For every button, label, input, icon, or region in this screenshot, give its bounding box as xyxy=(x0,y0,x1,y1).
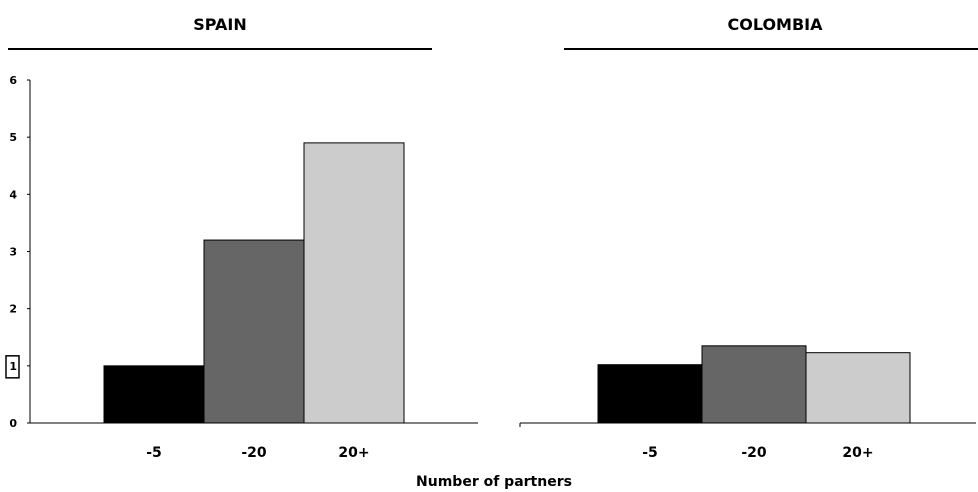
spain-bar-1 xyxy=(103,365,205,424)
x-axis-title: Number of partners xyxy=(416,474,572,490)
colombia-category-labels: -5 -20 20+ xyxy=(642,445,873,461)
category-label: -20 xyxy=(741,445,767,461)
y-tick-label: 6 xyxy=(9,74,17,87)
spain-title: SPAIN xyxy=(193,15,247,34)
y-tick-label: 0 xyxy=(9,417,17,430)
category-label: -20 xyxy=(241,445,267,461)
category-label: 20+ xyxy=(338,445,369,461)
colombia-panel: COLOMBIA -5 -20 20+ xyxy=(519,15,978,461)
category-label: -5 xyxy=(642,445,658,461)
reference-tick-box xyxy=(5,355,20,379)
colombia-title: COLOMBIA xyxy=(727,15,823,34)
category-label: -5 xyxy=(146,445,162,461)
y-tick-label: 4 xyxy=(9,188,17,201)
spain-category-labels: -5 -20 20+ xyxy=(146,445,369,461)
spain-panel: SPAIN 0 1 2 3 4 5 6 -5 -20 20+ xyxy=(5,15,478,461)
y-tick-label: 5 xyxy=(9,131,17,144)
colombia-bar-3 xyxy=(805,352,911,424)
colombia-bar-2 xyxy=(701,345,807,424)
y-tick-label: 1 xyxy=(9,360,17,373)
colombia-bar-1 xyxy=(597,364,703,424)
y-tick-label: 2 xyxy=(9,303,17,316)
colombia-bars xyxy=(597,345,911,424)
spain-y-ticks: 0 1 2 3 4 5 6 xyxy=(5,74,30,430)
spain-bar-2 xyxy=(203,239,305,424)
spain-bars xyxy=(103,142,405,424)
spain-bar-3 xyxy=(303,142,405,424)
y-tick-label: 3 xyxy=(9,246,17,259)
category-label: 20+ xyxy=(842,445,873,461)
